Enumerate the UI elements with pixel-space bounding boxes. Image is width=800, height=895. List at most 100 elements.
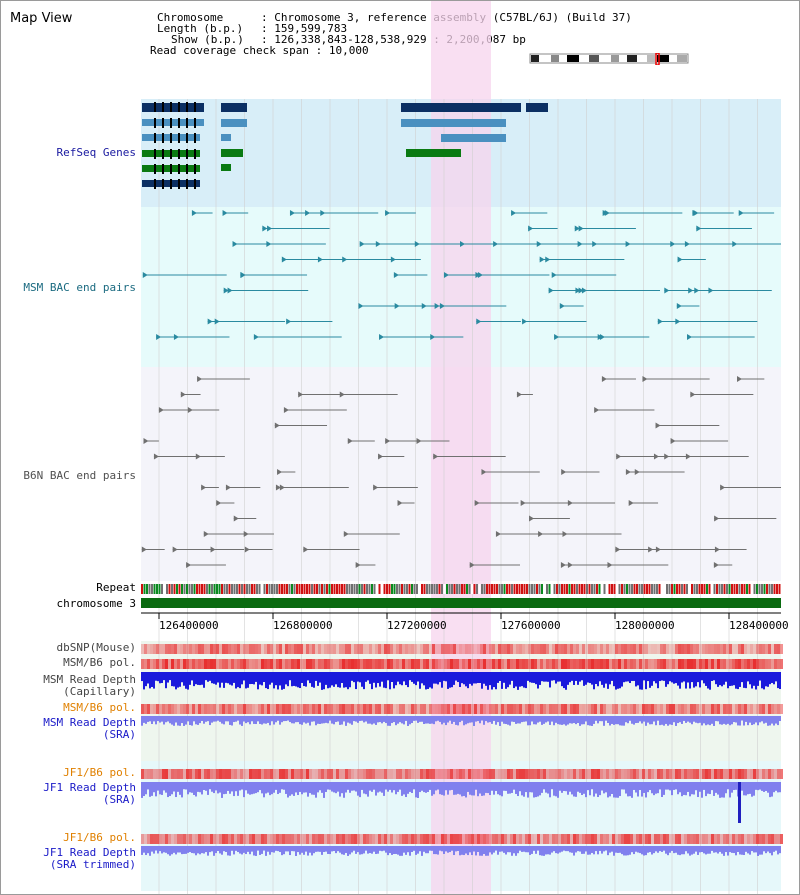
depth-bar (461, 782, 463, 797)
depth-bar (549, 846, 551, 855)
depth-bar (579, 716, 581, 726)
depth-bar (167, 672, 169, 683)
depth-bar (757, 672, 759, 686)
jf1-depth-trim-label[interactable]: JF1 Read Depth (SRA trimmed) (3, 847, 136, 871)
heat-cell (621, 704, 624, 714)
repeat-label[interactable]: Repeat (96, 581, 136, 594)
depth-bar (353, 716, 355, 722)
chromosome-ideogram[interactable] (529, 53, 691, 65)
repeat-segment (248, 584, 251, 594)
heat-cell (420, 704, 423, 714)
heat-cell (357, 834, 360, 844)
heat-cell (186, 704, 189, 714)
heat-cell (759, 704, 762, 714)
msm-bac-end (554, 334, 560, 340)
chromosome-track-label[interactable]: chromosome 3 (56, 597, 136, 610)
msm-bac-label[interactable]: MSM BAC end pairs (23, 281, 136, 294)
heat-cell (186, 659, 189, 669)
heat-cell (396, 659, 399, 669)
msm-depth-sra-label[interactable]: MSM Read Depth (SRA) (3, 717, 136, 741)
depth-bar (605, 716, 607, 721)
heat-cell (435, 769, 438, 779)
depth-bar (395, 672, 397, 686)
heat-cell (630, 834, 633, 844)
msm-bac-end (559, 303, 565, 309)
repeat-segment (533, 584, 536, 594)
heat-cell (693, 659, 696, 669)
heat-cell (285, 659, 288, 669)
depth-bar (275, 782, 277, 790)
depth-bar (459, 672, 461, 688)
heat-cell (213, 644, 216, 654)
jf1-b6-pol-2-label[interactable]: JF1/B6 pol. (63, 831, 136, 844)
repeat-segment (398, 584, 401, 594)
heat-cell (585, 704, 588, 714)
dbsnp-label[interactable]: dbSNP(Mouse) (56, 641, 136, 654)
depth-bar (545, 846, 547, 855)
heat-cell (525, 644, 528, 654)
heat-cell (456, 834, 459, 844)
repeat-segment (643, 584, 646, 594)
depth-bar (651, 672, 653, 686)
depth-bar (439, 672, 441, 683)
depth-bar (365, 716, 367, 722)
depth-bar (639, 782, 641, 791)
depth-bar (623, 846, 625, 856)
depth-bar (223, 672, 225, 688)
depth-bar (411, 716, 413, 724)
depth-bar (235, 846, 237, 851)
refseq-genes-label[interactable]: RefSeq Genes (56, 146, 136, 159)
heat-cell (486, 704, 489, 714)
heat-cell (675, 644, 678, 654)
depth-bar (347, 672, 349, 690)
heat-cell (513, 834, 516, 844)
heat-cell (456, 769, 459, 779)
msm-b6-pol-label[interactable]: MSM/B6 pol. (63, 656, 136, 669)
gene-exon (170, 133, 172, 143)
depth-bar (453, 672, 455, 685)
msm-bac-end (657, 318, 663, 325)
depth-bar (671, 672, 673, 683)
depth-bar (639, 716, 641, 722)
depth-bar (611, 782, 613, 794)
depth-bar (509, 846, 511, 853)
heat-cell (480, 704, 483, 714)
b6n-bac-end (274, 422, 280, 429)
jf1-b6-pol-label[interactable]: JF1/B6 pol. (63, 766, 136, 779)
heat-cell (405, 769, 408, 779)
heat-cell (168, 644, 171, 654)
b6n-bac-end (655, 546, 661, 553)
heat-cell (693, 644, 696, 654)
depth-bar (535, 672, 537, 685)
depth-bar (699, 716, 701, 723)
depth-bar (503, 846, 505, 853)
heat-cell (585, 769, 588, 779)
depth-bar (499, 846, 501, 852)
msm-depth-cap-label[interactable]: MSM Read Depth (Capillary) (3, 674, 136, 698)
depth-bar (247, 672, 249, 688)
heat-cell (399, 704, 402, 714)
heat-cell (561, 659, 564, 669)
depth-bar (419, 716, 421, 722)
heat-cell (366, 769, 369, 779)
repeat-segment (516, 584, 518, 594)
depth-bar (163, 716, 165, 725)
heat-cell (150, 834, 153, 844)
depth-bar (747, 716, 749, 726)
depth-bar (539, 716, 541, 722)
heat-cell (732, 834, 735, 844)
depth-bar (681, 672, 683, 683)
b6n-bac-label[interactable]: B6N BAC end pairs (23, 469, 136, 482)
depth-bar (203, 782, 205, 791)
depth-bar (345, 782, 347, 793)
msm-b6-pol-2-label[interactable]: MSM/B6 pol. (63, 701, 136, 714)
depth-bar (533, 672, 535, 683)
repeat-segment (631, 584, 633, 594)
repeat-segment (488, 584, 491, 594)
jf1-depth-sra-label[interactable]: JF1 Read Depth (SRA) (3, 782, 136, 806)
heat-cell (327, 644, 330, 654)
repeat-segment (626, 584, 628, 594)
heat-cell (216, 834, 219, 844)
heat-cell (408, 704, 411, 714)
